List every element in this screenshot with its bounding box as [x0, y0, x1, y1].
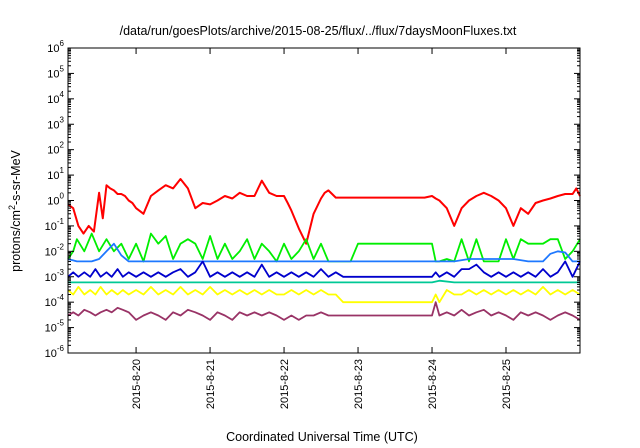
x-axis-label: Coordinated Universal Time (UTC) [226, 430, 418, 444]
series-line-4 [67, 260, 581, 278]
axes-layer: 10-6 10-5 10-4 10-3 10-2 10-1 100 101 102 103 104 1… [45, 39, 580, 409]
y-tick-label: 100 [47, 192, 64, 208]
series-line-1 [67, 178, 581, 245]
plot-frame [67, 47, 581, 354]
y-tick-label: 101 [47, 166, 64, 182]
y-tick-label: 10-1 [45, 217, 65, 233]
series-layer [67, 178, 581, 321]
y-axis-label-sup: 2 [7, 205, 17, 210]
y-tick-label: 104 [47, 90, 64, 106]
series-line-7 [67, 301, 581, 321]
y-tick-label: 106 [47, 39, 64, 55]
series-line-6 [67, 285, 581, 304]
y-tick-label: 10-3 [45, 268, 65, 284]
y-tick-label: 10-5 [45, 319, 65, 335]
series-line-2 [67, 232, 581, 263]
chart-title: /data/run/goesPlots/archive/2015-08-25/f… [120, 24, 517, 38]
y-tick-label: 105 [47, 64, 64, 80]
svg-text:protons/cm2-s-sr-MeV: protons/cm2-s-sr-MeV [7, 149, 23, 271]
x-tick-label: 2015-8-24 [427, 359, 439, 409]
x-tick-label: 2015-8-22 [279, 359, 291, 409]
y-axis-label-post: -s-sr-MeV [9, 149, 23, 205]
x-tick-label: 2015-8-21 [205, 359, 217, 409]
x-tick-label: 2015-8-23 [353, 359, 365, 409]
y-tick-label: 10-6 [45, 344, 65, 360]
y-axis-label: protons/cm2-s-sr-MeV [7, 149, 23, 271]
y-tick-label: 10-4 [45, 293, 65, 309]
y-tick-label: 103 [47, 115, 64, 131]
x-tick-label: 2015-8-20 [131, 359, 143, 409]
y-axis-label-pre: protons/cm [9, 210, 23, 272]
y-tick-label: 10-2 [45, 242, 65, 258]
y-tick-label: 102 [47, 141, 64, 157]
x-tick-label: 2015-8-25 [501, 359, 513, 409]
series-line-3 [67, 242, 580, 263]
series-line-5 [68, 279, 580, 284]
